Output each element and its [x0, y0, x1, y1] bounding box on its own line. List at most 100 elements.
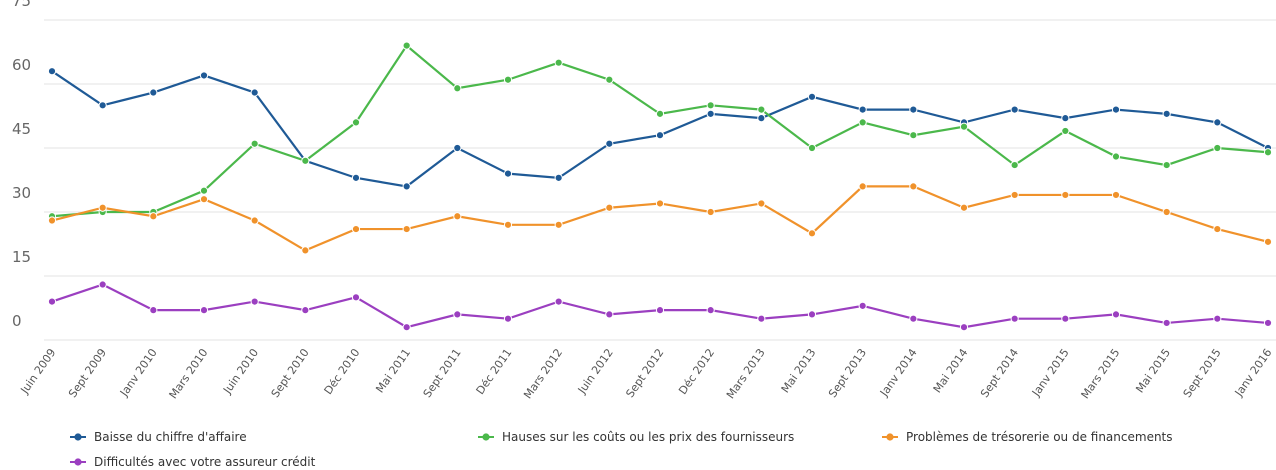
- data-point: [655, 199, 665, 208]
- data-point: [199, 186, 209, 195]
- data-point: [351, 293, 361, 302]
- x-tick-label: Sept 2010: [269, 346, 312, 400]
- data-point: [1111, 310, 1121, 319]
- data-point: [757, 114, 766, 123]
- data-point: [605, 203, 614, 212]
- data-point: [47, 297, 57, 306]
- data-point: [1061, 114, 1070, 123]
- data-point: [250, 297, 259, 306]
- x-tick-label: Sept 2015: [1181, 346, 1224, 400]
- data-point: [1162, 318, 1171, 328]
- data-point: [706, 306, 715, 315]
- data-point: [858, 301, 867, 310]
- x-tick-label: Sept 2014: [978, 346, 1021, 400]
- data-point: [199, 306, 209, 315]
- x-tick-label: Déc 2011: [474, 346, 515, 397]
- data-point: [554, 297, 563, 306]
- data-point: [503, 169, 513, 178]
- data-point: [909, 131, 918, 140]
- legend-label: Difficultés avec votre assureur crédit: [94, 455, 316, 469]
- x-tick-label: Sept 2009: [66, 346, 109, 400]
- x-tick-label: Mars 2010: [167, 346, 211, 401]
- legend-marker: [482, 433, 490, 441]
- data-point: [47, 67, 57, 76]
- data-point: [858, 118, 867, 127]
- x-tick-label: Mars 2013: [724, 346, 768, 401]
- data-point: [1111, 190, 1121, 200]
- data-point: [757, 105, 766, 114]
- data-point: [909, 182, 918, 191]
- data-point: [1010, 314, 1019, 323]
- legend-marker: [74, 458, 82, 466]
- data-point: [301, 246, 310, 255]
- data-point: [402, 323, 411, 332]
- data-point: [1010, 105, 1019, 114]
- data-point: [1061, 126, 1070, 136]
- x-tick-label: Janv 2015: [1029, 346, 1072, 399]
- series-line: [51, 43, 1269, 218]
- x-tick-label: Mai 2015: [1133, 346, 1173, 395]
- y-tick-label: 30: [12, 184, 31, 202]
- data-point: [959, 122, 969, 131]
- data-point: [1213, 143, 1222, 153]
- x-tick-label: Sept 2011: [421, 346, 464, 400]
- data-point: [1162, 109, 1171, 118]
- data-point: [605, 75, 614, 84]
- data-point: [1111, 105, 1121, 114]
- data-point: [98, 101, 107, 110]
- x-tick-label: Mai 2013: [779, 346, 819, 395]
- data-point: [1162, 160, 1171, 170]
- data-point: [149, 212, 158, 221]
- data-point: [1111, 152, 1121, 161]
- data-point: [807, 143, 817, 153]
- data-point: [149, 88, 158, 97]
- data-point: [605, 139, 614, 148]
- data-point: [807, 310, 817, 319]
- data-point: [47, 216, 57, 225]
- data-point: [959, 323, 969, 332]
- data-point: [909, 105, 918, 114]
- x-tick-label: Janv 2016: [1232, 346, 1275, 399]
- data-point: [909, 314, 918, 323]
- data-point: [858, 105, 867, 114]
- data-point: [655, 109, 665, 118]
- data-point: [1162, 207, 1171, 217]
- data-point: [453, 143, 462, 153]
- y-tick-label: 75: [12, 0, 31, 10]
- data-point: [1213, 314, 1222, 323]
- x-tick-label: Juin 2009: [18, 346, 59, 397]
- x-tick-label: Déc 2012: [676, 346, 717, 397]
- x-tick-label: Déc 2010: [322, 346, 363, 397]
- data-point: [98, 280, 107, 289]
- data-point: [351, 118, 361, 127]
- data-point: [959, 203, 969, 212]
- x-tick-label: Mai 2014: [931, 346, 971, 395]
- x-tick-label: Mars 2012: [521, 346, 565, 401]
- legend-label: Baisse du chiffre d'affaire: [94, 430, 247, 444]
- legend-label: Hauses sur les coûts ou les prix des fou…: [502, 430, 794, 444]
- data-point: [1263, 148, 1273, 157]
- data-point: [1213, 224, 1222, 234]
- y-tick-label: 60: [12, 56, 31, 74]
- data-point: [1213, 118, 1222, 127]
- series-line: [51, 185, 1269, 252]
- data-point: [655, 131, 665, 140]
- data-point: [402, 41, 411, 50]
- data-point: [402, 182, 411, 191]
- legend-marker: [74, 433, 82, 441]
- data-point: [1061, 190, 1070, 200]
- data-point: [250, 216, 259, 225]
- data-point: [199, 195, 209, 204]
- x-tick-label: Mai 2011: [373, 346, 413, 395]
- data-point: [301, 306, 310, 315]
- y-tick-label: 45: [12, 120, 31, 138]
- data-point: [199, 71, 209, 80]
- legend-marker: [886, 433, 894, 441]
- x-tick-label: Sept 2013: [826, 346, 869, 400]
- data-point: [503, 314, 513, 323]
- data-point: [1263, 318, 1273, 328]
- y-tick-label: 15: [12, 248, 31, 266]
- data-point: [858, 182, 867, 191]
- data-point: [351, 224, 361, 234]
